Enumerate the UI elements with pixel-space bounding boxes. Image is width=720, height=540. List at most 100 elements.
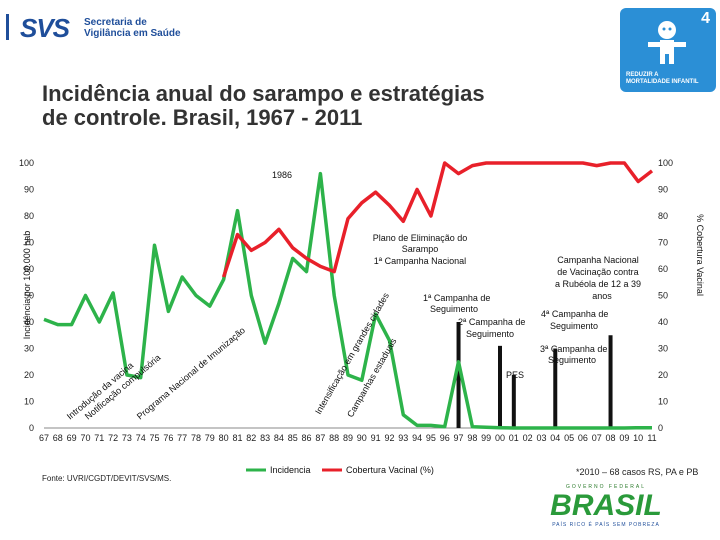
x-tick-label: 94 — [412, 433, 422, 443]
x-tick-label: 89 — [343, 433, 353, 443]
x-tick-label: 08 — [606, 433, 616, 443]
y2-tick-label: 20 — [658, 370, 668, 380]
x-tick-label: 09 — [619, 433, 629, 443]
y2-tick-label: 0 — [658, 423, 663, 433]
goal-badge: 4 REDUZIR A MORTALIDADE INFANTIL — [620, 8, 716, 92]
y2-axis-ticks: 0 10 20 30 40 50 60 70 80 90 100 — [658, 158, 673, 433]
org-line-2: Vigilância em Saúde — [84, 28, 181, 39]
x-tick-label: 97 — [454, 433, 464, 443]
campaign-bars — [456, 322, 613, 428]
x-tick-label: 01 — [509, 433, 519, 443]
x-tick-label: 05 — [564, 433, 574, 443]
rubeola-line-2: de Vacinação contra — [557, 267, 638, 277]
series-lines — [43, 161, 654, 430]
legend-label-incidencia: Incidencia — [270, 465, 311, 475]
title-line-1: Incidência anual do sarampo e estratégia… — [42, 81, 485, 106]
x-tick-label: 67 — [39, 433, 49, 443]
y-tick-label: 30 — [24, 344, 34, 354]
x-tick-label: 92 — [384, 433, 394, 443]
x-tick-label: 96 — [440, 433, 450, 443]
x-tick-label: 06 — [578, 433, 588, 443]
rubeola-line-4: anos — [592, 291, 612, 301]
annotation-plano: Plano de Eliminação do Sarampo 1ª Campan… — [373, 233, 468, 266]
y-tick-label: 70 — [24, 238, 34, 248]
x-tick-label: 90 — [357, 433, 367, 443]
goal-line-2: MORTALIDADE INFANTIL — [626, 79, 699, 85]
x-axis-ticks: 67 68 69 70 71 72 73 74 75 76 77 78 79 80 81 82 83 84 85 86… — [39, 433, 657, 443]
annotation-seg3: 3ª Campanha de Seguimento — [540, 344, 607, 365]
goal-text: REDUZIR A MORTALIDADE INFANTIL — [626, 72, 699, 86]
x-tick-label: 07 — [592, 433, 602, 443]
x-tick-label: 78 — [191, 433, 201, 443]
x-tick-label: 85 — [288, 433, 298, 443]
seg3-line-2: Seguimento — [548, 355, 596, 365]
x-tick-label: 81 — [232, 433, 242, 443]
plano-line-1: Plano de Eliminação do — [373, 233, 468, 243]
x-tick-label: 77 — [177, 433, 187, 443]
header: SVS Secretaria de Vigilância em Saúde 4 … — [0, 0, 720, 92]
brasil-top-text: GOVERNO FEDERAL — [565, 484, 646, 490]
x-tick-label: 04 — [550, 433, 560, 443]
plano-line-2: Sarampo — [402, 244, 439, 254]
y2-tick-label: 40 — [658, 317, 668, 327]
y2-tick-label: 90 — [658, 185, 668, 195]
annotation-1986: 1986 — [272, 170, 292, 180]
y2-tick-label: 50 — [658, 291, 668, 301]
title-line-2: de controle. Brasil, 1967 - 2011 — [42, 105, 363, 130]
x-tick-label: 02 — [523, 433, 533, 443]
y-tick-label: 0 — [29, 423, 34, 433]
legend-label-cobertura: Cobertura Vacinal (%) — [346, 465, 434, 475]
campaign-bar — [456, 322, 461, 428]
annotation-seg4: 4ª Campanha de Seguimento — [541, 309, 608, 331]
y-tick-label: 60 — [24, 264, 34, 274]
y-tick-label: 40 — [24, 317, 34, 327]
x-tick-label: 72 — [108, 433, 118, 443]
x-tick-label: 82 — [246, 433, 256, 443]
x-tick-label: 75 — [150, 433, 160, 443]
goal-number: 4 — [701, 10, 710, 27]
rubeola-line-1: Campanha Nacional — [557, 255, 639, 265]
x-tick-label: 83 — [260, 433, 270, 443]
annotation-pes: PES — [506, 370, 524, 380]
org-name: Secretaria de Vigilância em Saúde — [84, 17, 181, 39]
seg2-line-1: 2ª Campanha de — [458, 317, 525, 327]
incidencia-line — [43, 171, 652, 430]
campaign-bar — [498, 345, 502, 428]
annotation-seg2: 2ª Campanha de Seguimento — [458, 317, 525, 339]
x-tick-label: 00 — [495, 433, 505, 443]
svs-logo-text: SVS — [20, 13, 70, 43]
x-tick-label: 84 — [274, 433, 284, 443]
plano-line-3: 1ª Campanha Nacional — [374, 256, 466, 266]
y2-tick-label: 30 — [658, 344, 668, 354]
goal-line-1: REDUZIR A — [626, 72, 659, 78]
x-tick-label: 73 — [122, 433, 132, 443]
x-tick-label: 79 — [205, 433, 215, 443]
rubeola-line-3: a Rubéola de 12 a 39 — [555, 279, 641, 289]
brasil-logo: GOVERNO FEDERAL BRASIL PAÍS RICO É PAÍS … — [536, 484, 676, 534]
y2-tick-label: 80 — [658, 211, 668, 221]
seg1-line-1: 1ª Campanha de — [423, 293, 490, 303]
y2-tick-label: 10 — [658, 397, 668, 407]
y2-axis-label: % Cobertura Vacinal — [695, 214, 705, 296]
y-tick-label: 100 — [19, 158, 34, 168]
x-tick-label: 86 — [302, 433, 312, 443]
x-tick-label: 10 — [633, 433, 643, 443]
brasil-tagline: PAÍS RICO É PAÍS SEM POBREZA — [552, 522, 660, 528]
x-tick-label: 95 — [426, 433, 436, 443]
y-tick-label: 90 — [24, 185, 34, 195]
y-axis-label: Incidência por 100.000 hab — [22, 231, 32, 340]
cobertura-line — [221, 161, 654, 278]
page-title: Incidência anual do sarampo e estratégia… — [42, 82, 485, 130]
brasil-word: BRASIL — [550, 489, 662, 522]
y-tick-label: 10 — [24, 397, 34, 407]
y-axis-ticks: 0 10 20 30 40 50 60 70 80 90 100 — [19, 158, 34, 433]
campaign-bar — [553, 348, 558, 428]
x-tick-label: 71 — [94, 433, 104, 443]
x-tick-label: 11 — [647, 433, 656, 443]
x-tick-label: 76 — [163, 433, 173, 443]
campaign-bar — [511, 375, 516, 428]
annotation-rubeola: Campanha Nacional de Vacinação contra a … — [555, 255, 641, 301]
x-tick-label: 80 — [219, 433, 229, 443]
y2-tick-label: 100 — [658, 158, 673, 168]
